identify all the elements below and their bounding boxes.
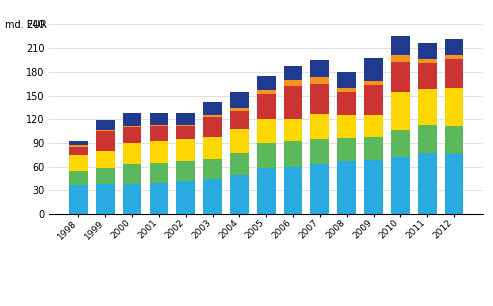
Bar [230, 153, 249, 175]
Bar [418, 152, 437, 214]
Bar [418, 89, 437, 125]
Bar [176, 113, 195, 125]
Bar [364, 58, 383, 80]
Bar [230, 92, 249, 108]
Bar [311, 84, 329, 114]
Bar [311, 164, 329, 214]
Bar [445, 39, 463, 55]
Bar [96, 130, 115, 131]
Bar [69, 145, 88, 147]
Bar [96, 120, 115, 130]
Bar [96, 151, 115, 168]
Bar [283, 119, 302, 141]
Bar [203, 137, 222, 159]
Bar [257, 94, 276, 119]
Bar [257, 76, 276, 90]
Bar [96, 184, 115, 214]
Bar [257, 90, 276, 94]
Bar [203, 159, 222, 179]
Bar [149, 141, 168, 163]
Bar [364, 115, 383, 137]
Bar [176, 181, 195, 214]
Text: md. EUR: md. EUR [5, 20, 47, 30]
Bar [123, 127, 141, 143]
Bar [391, 62, 410, 92]
Bar [337, 88, 356, 92]
Bar [149, 183, 168, 214]
Bar [257, 168, 276, 214]
Bar [283, 167, 302, 214]
Bar [418, 43, 437, 59]
Bar [176, 161, 195, 181]
Bar [311, 114, 329, 139]
Bar [311, 139, 329, 164]
Bar [391, 92, 410, 130]
Bar [123, 143, 141, 164]
Bar [283, 80, 302, 86]
Bar [96, 131, 115, 151]
Bar [203, 117, 222, 137]
Bar [69, 171, 88, 185]
Bar [364, 80, 383, 84]
Bar [445, 55, 463, 59]
Bar [445, 154, 463, 214]
Bar [69, 147, 88, 155]
Bar [69, 185, 88, 214]
Bar [391, 157, 410, 214]
Bar [391, 130, 410, 157]
Bar [96, 168, 115, 184]
Bar [283, 86, 302, 119]
Bar [176, 125, 195, 126]
Bar [445, 59, 463, 88]
Bar [230, 175, 249, 214]
Bar [203, 179, 222, 214]
Bar [311, 60, 329, 77]
Bar [337, 115, 356, 137]
Bar [123, 126, 141, 127]
Bar [445, 88, 463, 126]
Bar [257, 119, 276, 143]
Bar [149, 113, 168, 125]
Bar [364, 160, 383, 214]
Bar [123, 184, 141, 214]
Bar [123, 113, 141, 126]
Bar [149, 125, 168, 126]
Bar [391, 55, 410, 62]
Bar [176, 139, 195, 161]
Bar [364, 84, 383, 115]
Bar [203, 102, 222, 115]
Bar [283, 65, 302, 80]
Bar [149, 163, 168, 183]
Bar [69, 155, 88, 171]
Bar [230, 111, 249, 129]
Bar [364, 137, 383, 160]
Bar [337, 92, 356, 115]
Bar [337, 72, 356, 88]
Bar [69, 141, 88, 145]
Bar [230, 108, 249, 111]
Bar [203, 115, 222, 117]
Bar [149, 126, 168, 141]
Bar [445, 126, 463, 154]
Bar [391, 35, 410, 55]
Bar [283, 141, 302, 167]
Bar [257, 143, 276, 168]
Bar [176, 126, 195, 139]
Bar [418, 59, 437, 63]
Bar [337, 161, 356, 214]
Bar [418, 63, 437, 89]
Bar [337, 137, 356, 161]
Bar [418, 125, 437, 152]
Bar [230, 129, 249, 152]
Bar [123, 164, 141, 184]
Bar [311, 77, 329, 84]
